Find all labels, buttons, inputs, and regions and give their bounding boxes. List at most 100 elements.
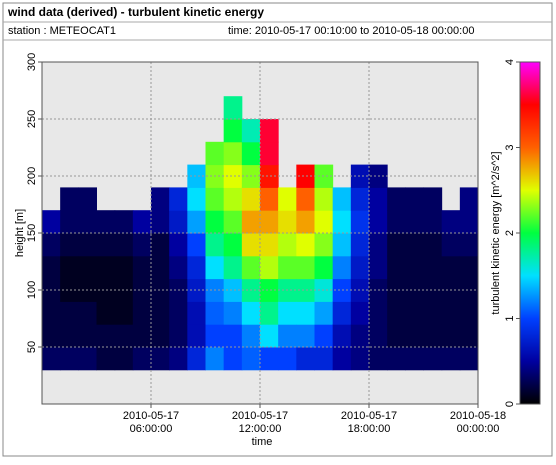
heat-cell <box>205 187 225 211</box>
heat-cell <box>151 255 170 280</box>
colorbar-label: turbulent kinetic energy [m^2/s^2] <box>490 151 502 314</box>
heat-cell <box>42 233 61 257</box>
heat-cell <box>78 187 97 211</box>
heat-cell <box>387 301 406 325</box>
heat-cell <box>260 210 279 234</box>
heat-cell <box>278 324 297 348</box>
heat-cell <box>423 210 443 234</box>
heat-cell <box>223 96 243 120</box>
heat-cell <box>187 255 206 280</box>
heat-cell <box>114 255 134 280</box>
station: station : METEOCAT1 <box>8 25 116 37</box>
heat-cell <box>42 324 61 348</box>
heat-cell <box>387 255 406 280</box>
heat-cell <box>96 278 116 302</box>
heat-cell <box>205 347 225 371</box>
heat-cell <box>114 278 134 302</box>
heat-cell <box>223 347 243 371</box>
heat-cell <box>278 233 297 257</box>
y-tick-label: 250 <box>26 110 38 128</box>
heat-cell <box>296 187 315 211</box>
heat-cell <box>169 255 188 280</box>
heat-cell <box>187 301 206 325</box>
heat-cell <box>132 210 152 234</box>
y-tick-label: 300 <box>26 53 38 71</box>
heat-cell <box>42 210 61 234</box>
x-tick-label: 2010-05-17 <box>341 410 397 422</box>
heat-cell <box>96 210 116 234</box>
heat-cell <box>60 255 79 280</box>
x-tick-label: 06:00:00 <box>130 423 173 435</box>
heat-cell <box>296 324 315 348</box>
heat-cell <box>151 233 170 257</box>
heat-cell <box>314 347 334 371</box>
heat-cell <box>350 301 370 325</box>
heat-cell <box>187 324 206 348</box>
heat-cell <box>223 210 243 234</box>
heat-cell <box>132 255 152 280</box>
time-range: time: 2010-05-17 00:10:00 to 2010-05-18 … <box>228 25 474 37</box>
heat-cell <box>223 255 243 280</box>
heat-cell <box>350 278 370 302</box>
heat-cell <box>459 255 479 280</box>
colorbar-tick-label: 3 <box>504 144 516 150</box>
heat-cell <box>405 255 424 280</box>
heat-cell <box>169 324 188 348</box>
heat-cell <box>114 347 134 371</box>
heat-cell <box>151 347 170 371</box>
heat-cell <box>78 210 97 234</box>
heat-cell <box>369 347 388 371</box>
heat-cell <box>260 141 279 166</box>
heat-cell <box>314 210 334 234</box>
heat-cell <box>387 187 406 211</box>
x-tick-label: 2010-05-17 <box>123 410 179 422</box>
heat-cell <box>96 324 116 348</box>
heat-cell <box>405 347 424 371</box>
heat-cell <box>405 187 424 211</box>
heat-cell <box>223 187 243 211</box>
heat-cell <box>278 187 297 211</box>
heat-cell <box>369 324 388 348</box>
heat-cell <box>169 347 188 371</box>
heat-cell <box>459 233 479 257</box>
heat-cell <box>459 324 479 348</box>
heat-cell <box>405 233 424 257</box>
x-tick-label: 18:00:00 <box>348 423 391 435</box>
heat-cell <box>60 210 79 234</box>
heat-cell <box>42 347 61 371</box>
heat-cell <box>260 347 279 371</box>
colorbar-tick-label: 4 <box>504 59 516 65</box>
heat-cell <box>278 301 297 325</box>
heat-cell <box>296 210 315 234</box>
heat-cell <box>387 278 406 302</box>
heat-cell <box>60 347 79 371</box>
heat-cell <box>241 324 261 348</box>
heat-cell <box>260 233 279 257</box>
heat-cell <box>42 255 61 280</box>
heat-cell <box>205 255 225 280</box>
heat-cell <box>96 347 116 371</box>
heat-cell <box>187 347 206 371</box>
heat-cell <box>369 233 388 257</box>
x-tick-label: 12:00:00 <box>239 423 282 435</box>
heat-cell <box>78 301 97 325</box>
heat-cell <box>187 164 206 188</box>
y-tick-label: 150 <box>26 224 38 242</box>
heat-cell <box>223 164 243 188</box>
heat-cell <box>350 187 370 211</box>
heat-cell <box>350 164 370 188</box>
heat-cell <box>405 301 424 325</box>
heat-cell <box>387 210 406 234</box>
heat-cell <box>314 233 334 257</box>
heat-cell <box>132 347 152 371</box>
heat-cell <box>441 210 461 234</box>
heat-cell <box>132 324 152 348</box>
heat-cell <box>405 324 424 348</box>
heat-cell <box>423 324 443 348</box>
heat-cell <box>78 347 97 371</box>
heat-cell <box>205 233 225 257</box>
heat-cell <box>151 324 170 348</box>
heat-cell <box>350 347 370 371</box>
heat-cell <box>296 347 315 371</box>
heat-cell <box>296 301 315 325</box>
